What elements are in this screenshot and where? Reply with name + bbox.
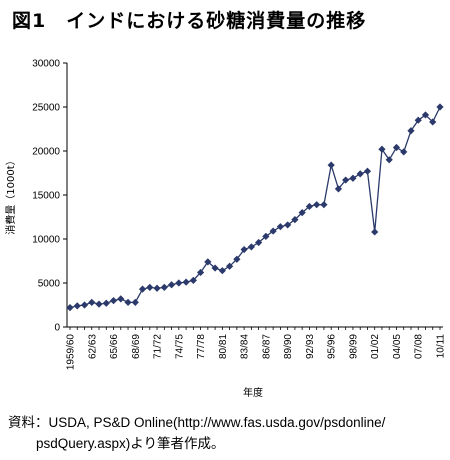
x-tick-label: 77/78 (196, 334, 207, 359)
series (66, 103, 444, 312)
data-point (88, 298, 96, 306)
data-point (73, 302, 81, 310)
data-point (66, 304, 74, 312)
chart-title: 図1 インドにおける砂糖消費量の推移 (12, 10, 367, 32)
data-point (167, 281, 176, 289)
data-point (80, 301, 89, 309)
y-tick-label: 5000 (38, 279, 61, 290)
y-tick-label: 15000 (32, 191, 60, 202)
data-point (269, 227, 277, 235)
series-line (69, 106, 441, 309)
data-point (327, 161, 335, 169)
data-point (211, 264, 219, 272)
y-tick-label: 25000 (32, 103, 60, 114)
data-point (407, 127, 415, 135)
data-point (262, 232, 270, 240)
x-tick-label: 83/84 (240, 334, 251, 359)
data-point (175, 279, 183, 287)
data-point (247, 243, 255, 251)
data-point (385, 156, 393, 164)
x-tick-label: 71/72 (153, 334, 164, 359)
data-point (218, 267, 226, 275)
data-point (255, 238, 263, 247)
x-tick-label: 1959/60 (66, 334, 77, 371)
data-point (334, 185, 343, 193)
source-note: 資料：USDA, PS&D Online(http://www.fas.usda… (8, 412, 385, 454)
x-tick-label: 07/08 (414, 334, 425, 359)
x-tick-label: 86/87 (261, 334, 272, 359)
x-tick-label: 98/99 (348, 334, 359, 359)
x-tick-label: 92/93 (305, 334, 316, 359)
data-point (182, 278, 190, 286)
data-point (153, 284, 161, 292)
y-axis-title: 消費量（1000t） (4, 155, 17, 234)
data-point (117, 295, 125, 303)
y-tick-label: 20000 (32, 147, 60, 158)
source-line-1: 資料：USDA, PS&D Online(http://www.fas.usda… (8, 415, 386, 430)
y-tick-label: 30000 (32, 59, 60, 70)
data-point (240, 245, 248, 254)
source-line-2: psdQuery.aspx)より筆者作成。 (36, 436, 225, 451)
data-point (342, 176, 350, 184)
data-point (189, 276, 197, 284)
axes (66, 63, 443, 328)
x-ticks: 1959/60 62/63 65/66 68/69 71/72 74/75 77/78 80/… (66, 327, 447, 370)
data-point (436, 103, 444, 111)
data-point (233, 255, 241, 263)
x-tick-label: 74/75 (174, 334, 185, 359)
y-ticks: 0 5000 10000 15000 20000 25000 30000 (32, 59, 67, 334)
y-tick-label: 0 (54, 323, 60, 334)
data-point (400, 148, 408, 156)
data-point (196, 268, 205, 277)
data-point (363, 167, 372, 175)
data-point (421, 111, 430, 119)
data-point (138, 285, 147, 293)
data-point (102, 299, 110, 307)
data-point (124, 298, 132, 306)
data-point (226, 262, 234, 270)
x-axis-title: 年度 (243, 386, 263, 399)
data-point (276, 223, 284, 231)
x-tick-label: 62/63 (87, 334, 98, 359)
x-tick-label: 10/11 (436, 334, 447, 359)
data-point (349, 174, 357, 182)
x-tick-label: 68/69 (131, 334, 142, 359)
x-tick-label: 95/96 (327, 334, 338, 359)
x-tick-label: 89/90 (283, 334, 294, 359)
data-point (160, 283, 168, 291)
x-tick-label: 01/02 (370, 334, 381, 359)
data-point (378, 145, 386, 153)
data-point (298, 209, 306, 217)
x-tick-label: 80/81 (218, 334, 229, 359)
data-point (392, 143, 401, 152)
data-point (414, 116, 422, 124)
data-point (356, 170, 364, 178)
data-point (320, 201, 328, 209)
data-point (371, 228, 379, 236)
data-point (109, 297, 118, 305)
data-point (284, 221, 292, 229)
data-point (429, 118, 437, 126)
x-tick-label: 04/05 (392, 334, 403, 359)
data-point (146, 283, 154, 291)
data-point (291, 216, 299, 224)
y-tick-label: 10000 (32, 235, 60, 246)
data-point (313, 201, 321, 209)
data-point (204, 258, 212, 266)
data-point (305, 202, 314, 211)
x-tick-label: 65/66 (109, 334, 120, 359)
data-point (95, 300, 103, 308)
data-point (131, 298, 139, 306)
